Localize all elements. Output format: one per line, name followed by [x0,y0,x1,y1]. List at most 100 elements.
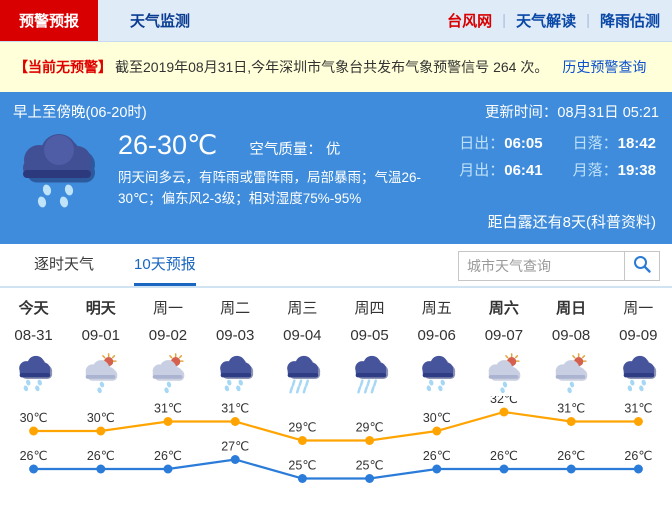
moonrise-value: 06:41 [504,162,543,179]
forecast-day-09-05: 周四 09-05 [336,296,403,396]
day-date: 09-06 [417,327,456,344]
svg-text:32℃: 32℃ [490,396,518,406]
sun-shower-icon [134,350,201,396]
weather-description: 阴天间多云，有阵雨或雷阵雨，局部暴雨；气温26-30℃；偏东风2-3级；相对湿度… [118,170,422,206]
current-weather-panel: 早上至傍晚(06-20时) 更新时间：08月31日 05:21 [0,92,672,244]
day-date: 09-03 [215,327,255,344]
svg-text:25℃: 25℃ [288,459,316,473]
day-name: 周二 [220,300,251,317]
search-icon [632,254,652,279]
svg-text:31℃: 31℃ [221,402,249,416]
link-typhoon-net[interactable]: 台风网 [447,13,493,30]
forecast-day-09-09: 周一 09-09 [605,296,672,396]
sunrise: 日出：06:05 [459,132,542,153]
svg-text:26℃: 26℃ [423,449,451,463]
day-name: 明天 [85,300,116,317]
day-name: 周六 [488,300,519,317]
forecast-columns: 今天 08-31 明天 09-01 周一 09-02 周二 09-03 周三 09-04 周四 09-… [0,288,672,396]
svg-text:30℃: 30℃ [20,411,48,425]
forecast-day-09-01: 明天 09-01 [67,296,134,396]
sun-shower-icon [67,350,134,396]
heavy-rain-icon [336,350,403,396]
sunset-label: 日落： [572,135,618,152]
forecast-day-09-02: 周一 09-02 [134,296,201,396]
svg-text:31℃: 31℃ [624,402,652,416]
tab-weather-monitor[interactable]: 天气监测 [130,13,191,30]
moonset-value: 19:38 [617,162,656,179]
svg-text:26℃: 26℃ [624,449,652,463]
day-date: 08-31 [14,327,53,344]
top-header: 预警预报 天气监测 台风网 | 天气解读 | 降雨估测 [0,0,672,42]
svg-text:31℃: 31℃ [557,402,585,416]
rain-icon [605,350,672,396]
forecast-day-08-31: 今天 08-31 [0,296,67,396]
solar-term-text: 距白露还有8天 [487,214,586,231]
tab-ten-day-forecast[interactable]: 10天预报 [134,244,196,286]
day-date: 09-01 [81,327,120,344]
forecast-day-09-07: 周六 09-07 [470,296,537,396]
moonset: 月落：19:38 [573,159,656,180]
svg-text:26℃: 26℃ [557,449,585,463]
tab-warning-forecast[interactable]: 预警预报 [0,0,98,41]
day-name: 周一 [152,300,183,317]
alert-text: 截至2019年08月31日,今年深圳市气象台共发布气象预警信号 264 次。 [115,59,549,75]
divider: | [502,12,507,29]
link-rainfall-estimate[interactable]: 降雨估测 [599,13,660,30]
panel-main: 26-30℃ 空气质量： 优 阴天间多云，有阵雨或雷阵雨，局部暴雨；气温26-3… [0,124,672,214]
no-warning-badge: 【当前无预警】 [14,59,112,75]
moonrise-label: 月出： [459,162,505,179]
day-name: 今天 [18,300,49,317]
forecast-day-09-04: 周三 09-04 [269,296,336,396]
rain-icon [0,350,67,396]
tab-hourly-weather[interactable]: 逐时天气 [34,256,95,273]
moonrise: 月出：06:41 [459,159,542,180]
svg-text:27℃: 27℃ [221,440,249,454]
search-button[interactable] [624,251,660,281]
day-date: 09-09 [619,327,658,344]
update-time: 更新时间：08月31日 05:21 [484,105,659,121]
day-date: 09-08 [551,327,591,344]
panel-top-row: 早上至傍晚(06-20时) 更新时间：08月31日 05:21 [0,92,672,122]
forecast-tabs-row: 逐时天气 10天预报 [0,244,672,288]
temp-chart: 30℃ 30℃ 31℃ 31℃ 29℃ 29℃ 30℃ 32℃ 31℃ 31℃ 26℃ 26℃ 26℃ 2… [20,396,652,483]
rain-icon [202,350,269,396]
divider: | [586,12,590,29]
day-name: 周一 [623,300,654,317]
forecast-day-09-06: 周五 09-06 [403,296,470,396]
forecast-day-09-08: 周日 09-08 [538,296,605,396]
svg-text:31℃: 31℃ [154,402,182,416]
alert-bar: 【当前无预警】 截至2019年08月31日,今年深圳市气象台共发布气象预警信号 … [0,42,672,92]
svg-text:26℃: 26℃ [490,449,518,463]
svg-text:26℃: 26℃ [87,449,115,463]
day-date: 09-04 [283,327,322,344]
day-date: 09-07 [484,327,524,344]
heavy-rain-icon [269,350,336,396]
sunset-value: 18:42 [617,135,656,152]
link-weather-interpretation[interactable]: 天气解读 [516,13,577,30]
history-warning-link[interactable]: 历史预警查询 [562,59,647,75]
svg-text:29℃: 29℃ [356,421,384,435]
city-search-input[interactable] [458,251,624,281]
current-conditions: 26-30℃ 空气质量： 优 阴天间多云，有阵雨或雷阵雨，局部暴雨；气温26-3… [118,130,463,214]
science-info-link[interactable]: (科普资料) [586,214,656,231]
rain-icon [403,350,470,396]
rain-cloud-icon [0,124,118,214]
moonset-label: 月落： [572,162,618,179]
sun-shower-icon [538,350,605,396]
temp-range: 26-30℃ [118,130,218,160]
sunset: 日落：18:42 [573,132,656,153]
sun-moon-times: 日出：06:05 日落：18:42 月出：06:41 月落：19:38 [459,132,656,180]
header-links: 台风网 | 天气解读 | 降雨估测 [447,0,672,41]
day-name: 周三 [287,300,318,317]
svg-text:30℃: 30℃ [423,411,451,425]
air-quality: 空气质量： 优 [249,142,341,158]
svg-text:25℃: 25℃ [356,459,384,473]
sunrise-value: 06:05 [504,135,543,152]
day-name: 周五 [421,300,452,317]
day-date: 09-02 [148,327,188,344]
sun-shower-icon [470,350,537,396]
day-name: 周四 [354,300,385,317]
svg-text:26℃: 26℃ [154,449,182,463]
forecast-period: 早上至傍晚(06-20时) [13,105,147,121]
city-search [458,251,660,281]
